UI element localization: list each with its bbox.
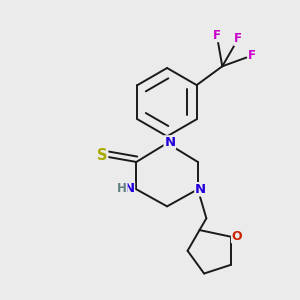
Text: N: N <box>195 183 206 196</box>
Text: F: F <box>248 49 256 62</box>
Text: S: S <box>97 148 107 164</box>
Text: F: F <box>234 32 242 45</box>
Text: O: O <box>232 230 242 242</box>
Text: N: N <box>123 182 134 195</box>
Text: F: F <box>213 28 221 41</box>
Text: H: H <box>117 182 127 195</box>
Text: N: N <box>164 136 175 149</box>
